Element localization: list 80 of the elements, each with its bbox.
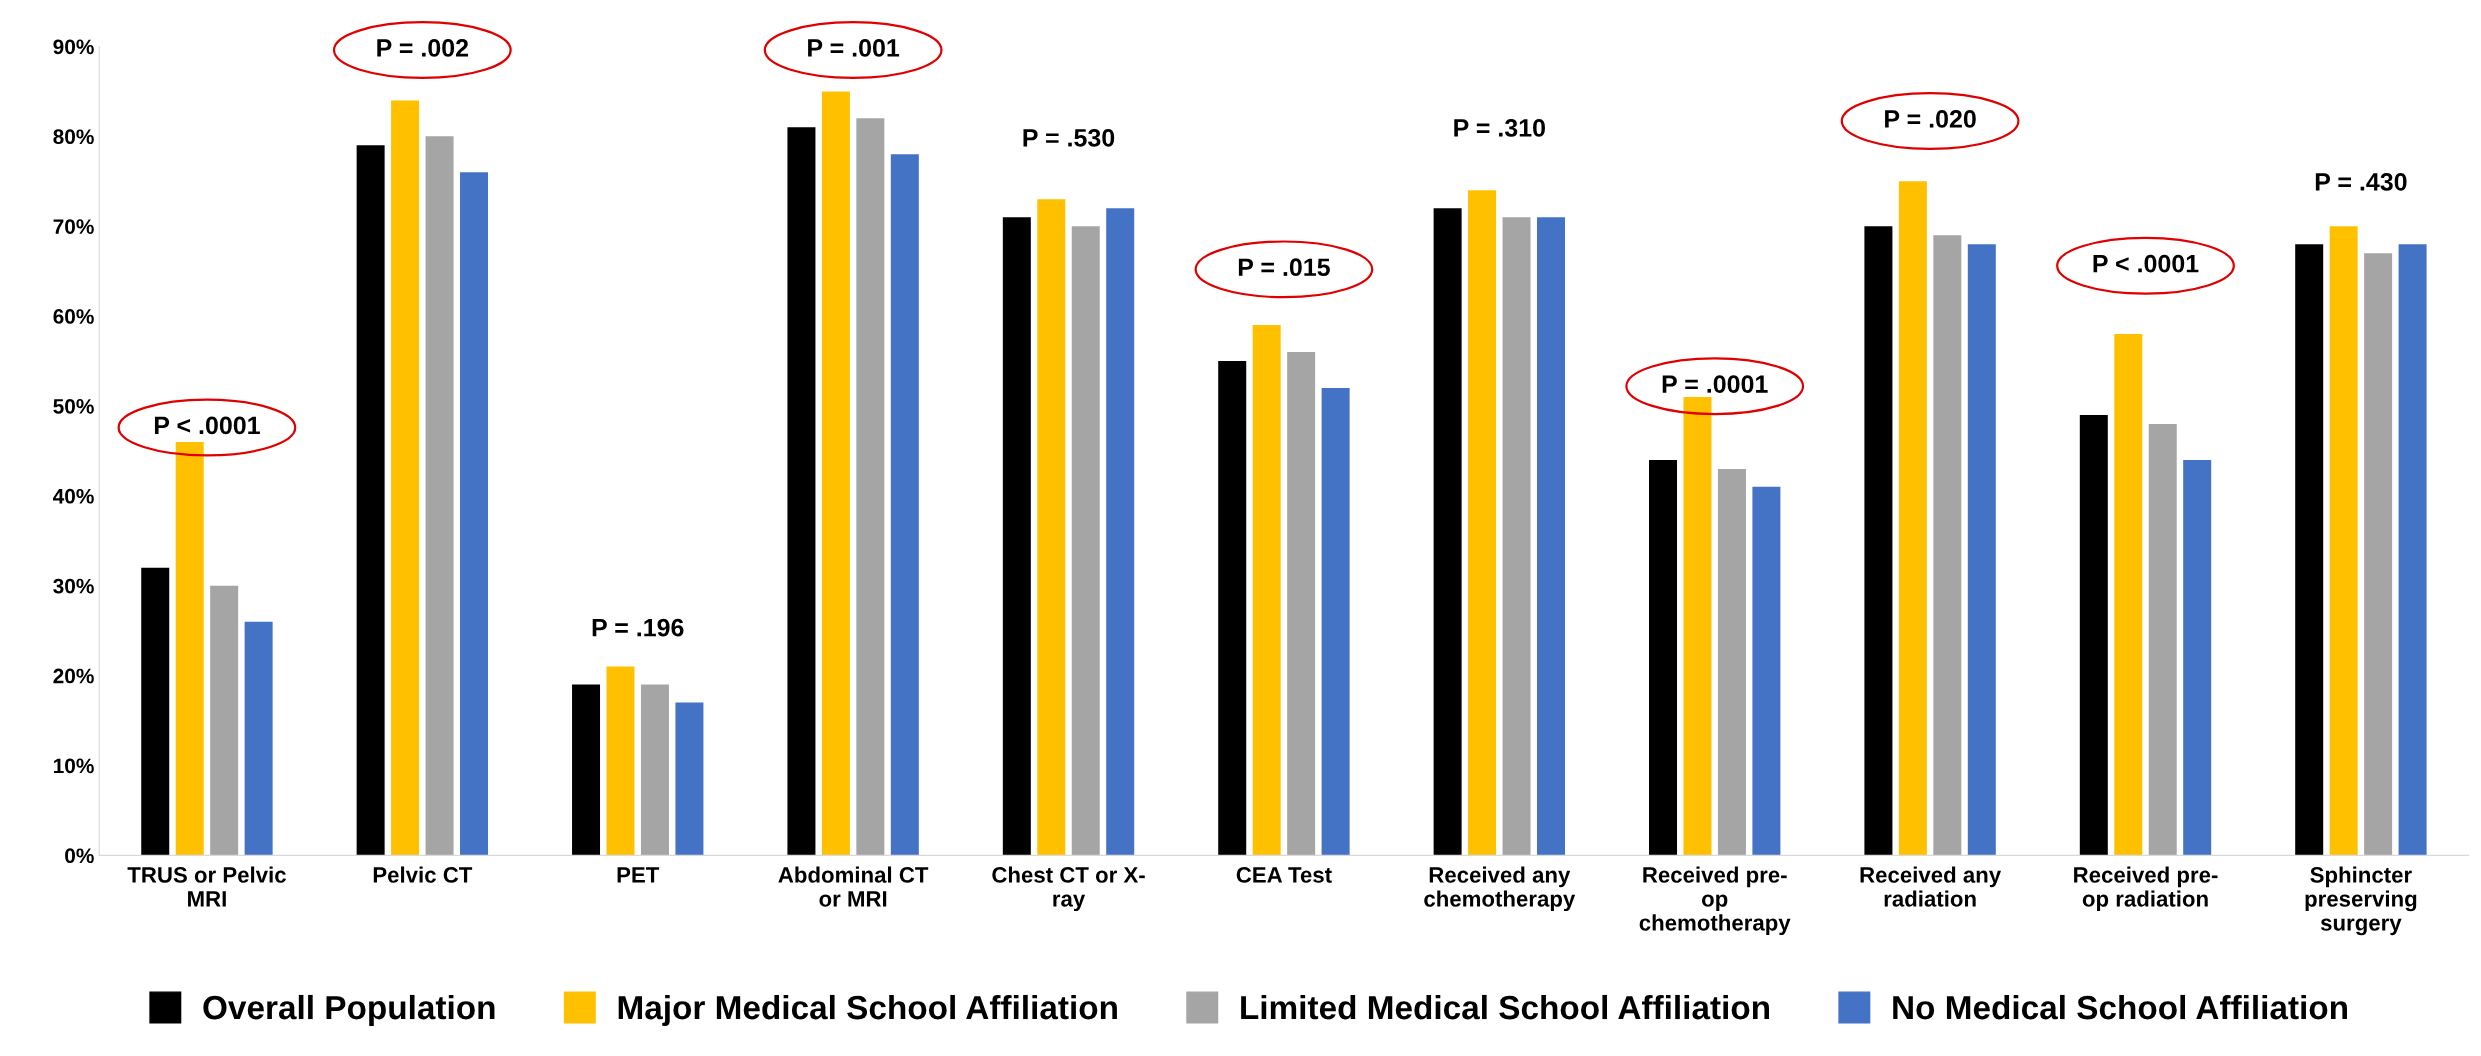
- bar: [2329, 226, 2358, 856]
- bar: [244, 621, 273, 856]
- bar: [1252, 325, 1281, 856]
- bar: [1037, 199, 1066, 856]
- annotation: P = .310: [1454, 119, 1545, 137]
- bar: [1321, 388, 1350, 856]
- y-tick-label: 60%: [53, 309, 94, 324]
- bar: [606, 666, 635, 856]
- legend-label: Limited Medical School Affiliation: [1241, 994, 1769, 1020]
- legend-label: No Medical School Affiliation: [1893, 994, 2347, 1020]
- bar: [1002, 217, 1031, 856]
- bar: [1071, 226, 1100, 856]
- bar: [2114, 334, 2143, 856]
- legend-label: Overall Population: [203, 994, 495, 1026]
- bar: [1502, 217, 1531, 856]
- x-tick-label: CEA Test: [1236, 867, 1332, 883]
- y-tick-label: 10%: [53, 758, 94, 774]
- y-tick-label: 40%: [53, 488, 94, 504]
- bar: [1683, 396, 1712, 856]
- x-tick-label: Received any radiation: [1860, 866, 2002, 907]
- bar: [1752, 486, 1781, 856]
- x-tick-label: Pelvic CT: [373, 866, 473, 883]
- x-tick-label: Sphincter preserving surgery: [2305, 866, 2417, 936]
- bar: [2398, 244, 2427, 856]
- bar: [391, 100, 420, 856]
- annotation: P = .196: [592, 618, 684, 637]
- bar: [1649, 459, 1678, 856]
- legend-label: Major Medical School Affiliation: [618, 994, 1117, 1026]
- bar: [1287, 352, 1316, 856]
- annotation: P = .002: [377, 39, 469, 57]
- bar: [141, 567, 170, 856]
- bar: [1933, 235, 1962, 856]
- annotation: P < .0001: [154, 416, 260, 435]
- bar: [1468, 190, 1497, 856]
- bar: [787, 127, 816, 856]
- bar: [675, 702, 704, 856]
- bar: [425, 136, 454, 856]
- bar: [821, 91, 850, 856]
- y-tick-label: 70%: [53, 219, 94, 234]
- bar: [1898, 181, 1927, 856]
- bar: [2295, 244, 2324, 856]
- bar: [175, 441, 204, 856]
- x-tick-label: TRUS or Pelvic MRI: [127, 866, 286, 907]
- x-tick-label: Chest CT or X- ray: [992, 866, 1145, 912]
- bar: [1864, 226, 1893, 856]
- y-tick-label: 90%: [53, 39, 94, 55]
- bar: [890, 154, 919, 856]
- annotation: P = .020: [1885, 110, 1976, 128]
- bar: [856, 118, 885, 856]
- bar: [572, 684, 601, 856]
- bar: [2183, 459, 2212, 856]
- x-tick-label: PET: [617, 867, 660, 883]
- annotation: P = .015: [1238, 258, 1330, 277]
- bar: [1717, 468, 1746, 856]
- bar: [460, 172, 489, 856]
- annotation: P = .430: [2315, 172, 2407, 191]
- bar: [2079, 414, 2108, 856]
- bar: [1106, 208, 1135, 856]
- bar: [1967, 244, 1996, 856]
- y-tick-label: 30%: [53, 578, 94, 594]
- y-tick-label: 20%: [53, 668, 94, 684]
- annotation: P = .530: [1023, 128, 1115, 147]
- x-tick-label: Received pre- op chemotherapy: [1639, 866, 1791, 936]
- annotation: P = .001: [808, 39, 900, 57]
- bar: [210, 585, 239, 856]
- x-tick-label: Received pre- op radiation: [2074, 866, 2218, 912]
- bar: [2148, 423, 2177, 856]
- y-tick-label: 50%: [53, 398, 94, 414]
- bar: [1537, 217, 1566, 856]
- y-tick-label: 0%: [65, 848, 94, 864]
- bar: [1433, 208, 1462, 856]
- bar: [640, 684, 669, 856]
- bar: [1218, 361, 1247, 856]
- bar: [2364, 253, 2393, 856]
- x-tick-label: Abdominal CT or MRI: [778, 866, 929, 907]
- bar: [356, 145, 385, 856]
- y-tick-label: 80%: [53, 129, 94, 145]
- annotation: P = .0001: [1662, 375, 1768, 393]
- annotation: P < .0001: [2093, 254, 2199, 273]
- x-tick-label: Received any chemotherapy: [1424, 866, 1576, 912]
